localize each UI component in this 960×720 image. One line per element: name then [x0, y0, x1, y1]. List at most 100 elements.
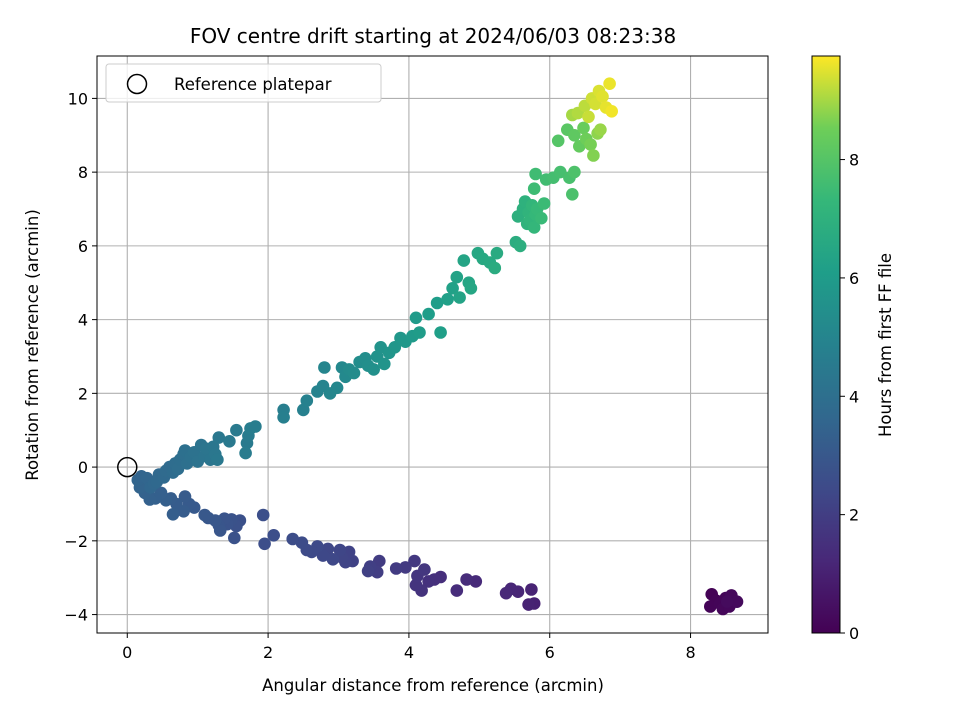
colorbar-label: Hours from first FF file — [876, 253, 895, 437]
data-point — [587, 149, 600, 162]
data-points — [131, 77, 744, 616]
data-point — [409, 311, 423, 325]
legend: Reference platepar — [105, 63, 382, 103]
data-point — [256, 508, 270, 522]
data-point — [367, 363, 381, 376]
y-tick-label: −2 — [64, 532, 88, 551]
data-point — [422, 575, 435, 588]
y-axis-label: Rotation from reference (arcmin) — [23, 209, 42, 481]
data-point — [239, 446, 252, 460]
data-point — [211, 453, 224, 467]
data-point — [326, 553, 340, 566]
data-point — [418, 563, 431, 576]
data-point — [441, 293, 454, 306]
data-point — [388, 341, 402, 354]
colorbar-ticks: 0 2 4 6 8 — [840, 151, 859, 643]
data-point — [577, 121, 590, 135]
data-point — [213, 524, 227, 537]
data-point — [361, 564, 375, 578]
data-point — [446, 282, 459, 295]
data-point — [389, 562, 403, 575]
grid-lines — [97, 56, 768, 633]
data-point — [434, 326, 447, 339]
data-point — [198, 508, 211, 522]
data-point — [464, 282, 478, 295]
data-point — [316, 549, 330, 562]
y-tick-label: −4 — [64, 606, 88, 625]
data-point — [228, 531, 241, 545]
data-point — [267, 529, 281, 542]
legend-entry-reference-platepar: Reference platepar — [174, 75, 332, 94]
data-point — [603, 77, 616, 90]
data-point — [318, 361, 331, 374]
data-point — [527, 182, 541, 195]
data-point — [457, 254, 471, 267]
x-tick-label: 0 — [122, 643, 132, 662]
data-point — [596, 90, 609, 103]
data-point — [277, 411, 290, 424]
colorbar-tick-label: 8 — [849, 151, 859, 170]
data-point — [551, 134, 565, 148]
x-tick-label: 8 — [685, 643, 695, 662]
colorbar-tick-label: 4 — [849, 387, 859, 406]
data-point — [527, 221, 541, 234]
data-point — [422, 307, 435, 321]
legend-marker-icon — [126, 73, 148, 95]
y-tick-label: 4 — [78, 311, 88, 330]
data-point — [582, 110, 595, 124]
data-point — [568, 165, 581, 179]
data-point — [373, 554, 386, 568]
data-point — [430, 296, 444, 310]
y-tick-label: 0 — [78, 458, 88, 477]
data-point — [330, 381, 344, 395]
y-tick-label: 8 — [78, 163, 88, 182]
colorbar-tick-label: 6 — [849, 269, 859, 288]
plot-frame — [96, 55, 769, 634]
data-point — [584, 138, 597, 151]
data-point — [453, 291, 466, 304]
x-tick-label: 2 — [263, 643, 273, 662]
data-point — [529, 167, 542, 181]
data-point — [525, 583, 538, 596]
colorbar-tick-label: 2 — [849, 506, 859, 525]
colorbar-gradient — [811, 55, 841, 634]
data-point — [399, 561, 412, 574]
x-tick-label: 6 — [545, 643, 555, 662]
data-point — [499, 586, 513, 600]
data-point — [522, 598, 535, 611]
data-point — [568, 129, 581, 142]
data-point — [605, 105, 618, 118]
data-point — [378, 357, 391, 371]
data-point — [286, 532, 300, 546]
data-point — [450, 584, 464, 597]
data-point — [513, 239, 527, 253]
reference-platepar-marker — [117, 456, 138, 478]
legend-box — [105, 63, 382, 103]
x-axis-ticks: 0 2 4 6 8 — [122, 633, 696, 662]
x-axis-label: Angular distance from reference (arcmin) — [262, 676, 604, 695]
data-point — [535, 211, 548, 225]
data-point — [450, 270, 464, 284]
data-point — [223, 435, 236, 448]
y-tick-label: 10 — [68, 89, 88, 108]
data-point — [258, 537, 271, 551]
data-point — [300, 394, 314, 408]
y-tick-label: 2 — [78, 384, 88, 403]
chart-title: FOV centre drift starting at 2024/06/03 … — [190, 24, 676, 48]
data-point — [230, 423, 243, 437]
data-point — [347, 366, 361, 380]
x-tick-label: 4 — [404, 643, 414, 662]
data-point — [730, 595, 744, 608]
data-point — [488, 261, 502, 275]
data-point — [566, 188, 579, 201]
data-point — [594, 123, 607, 136]
data-point — [408, 554, 421, 568]
data-point — [166, 508, 180, 521]
data-point — [333, 543, 347, 557]
colorbar: 0 2 4 6 8 Hours from first FF file — [811, 55, 895, 643]
data-point — [537, 197, 551, 210]
data-point — [178, 490, 192, 503]
data-point — [413, 326, 426, 339]
data-point — [554, 165, 567, 179]
data-point — [704, 600, 717, 613]
